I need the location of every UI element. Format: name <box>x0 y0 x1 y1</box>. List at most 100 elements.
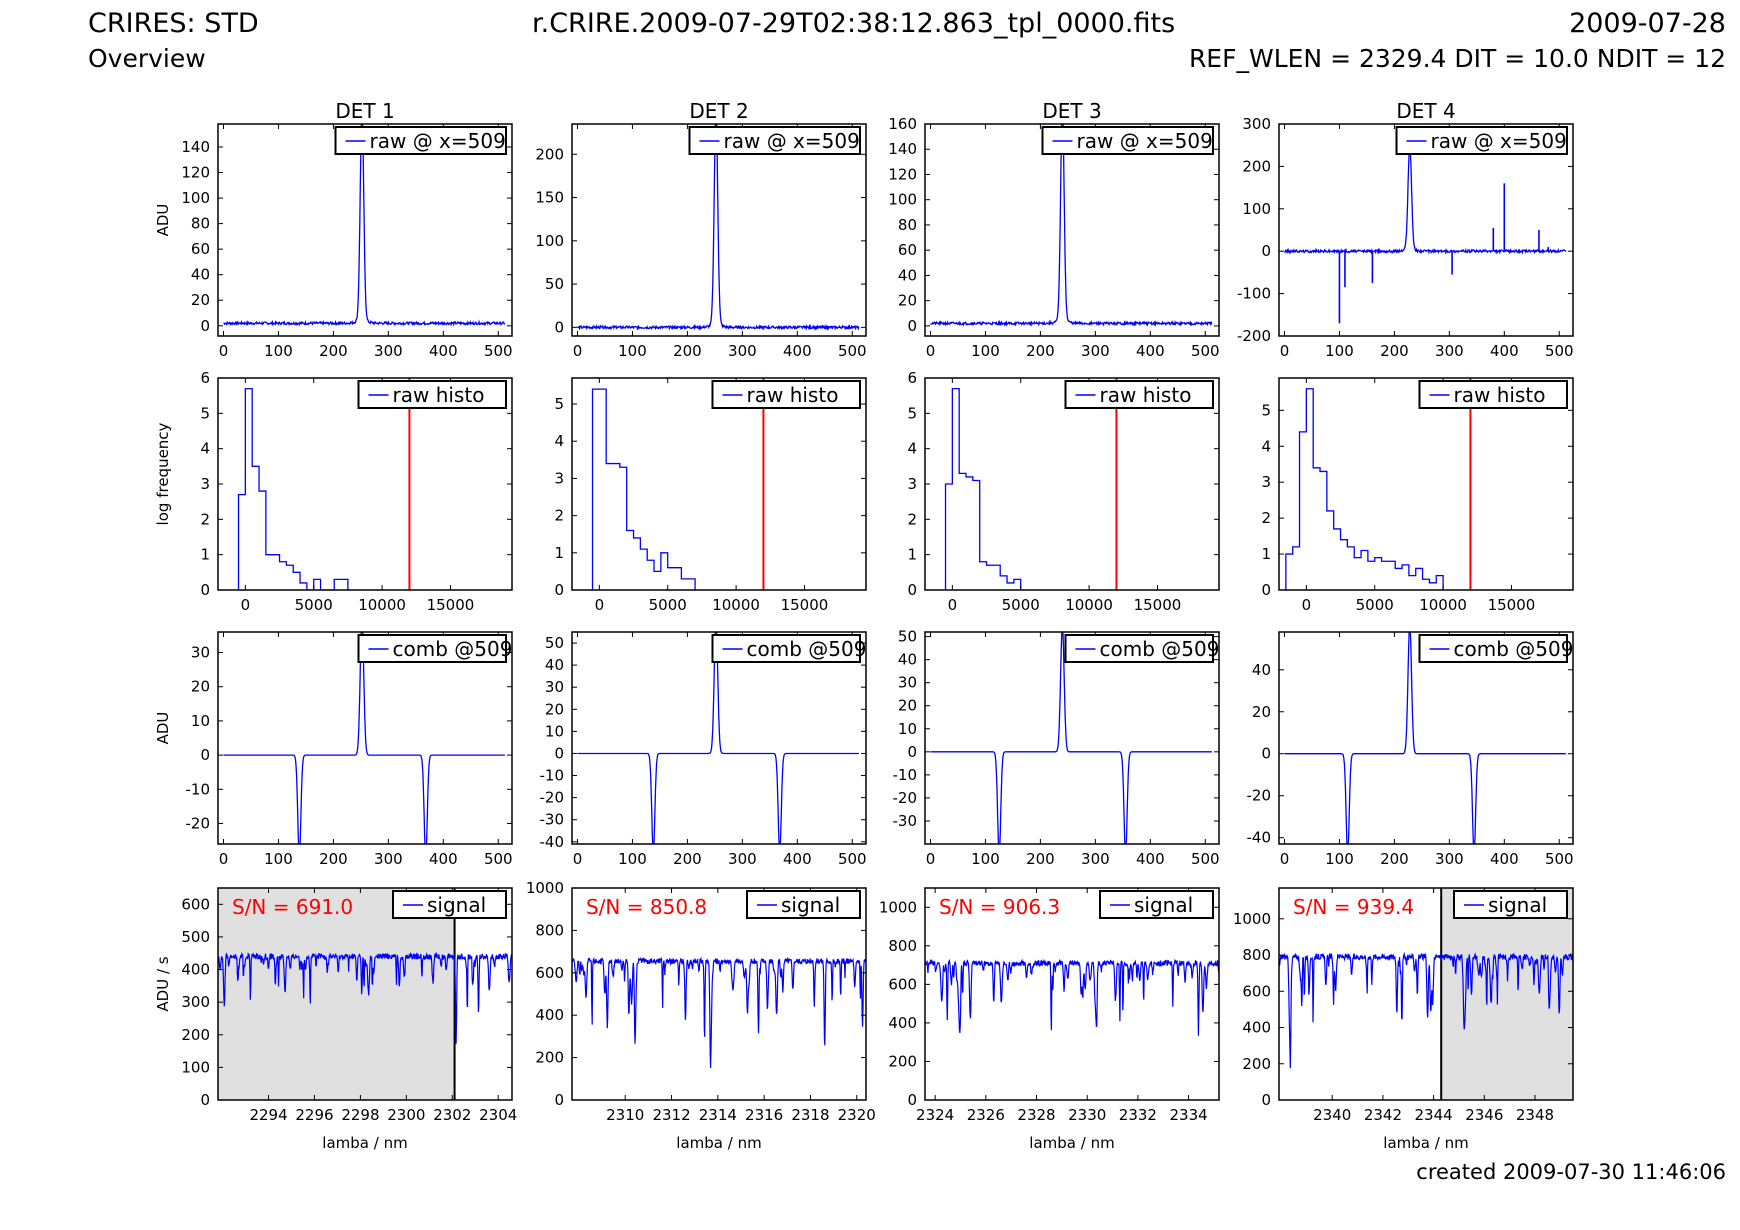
histogram-steps <box>591 388 696 590</box>
y-tick-label: 600 <box>888 975 917 993</box>
y-tick-label: -40 <box>1247 829 1272 847</box>
panel-comb-det4: 0 100 200 300 400 500 -40 -20 0 20 40 comb @509 <box>1247 631 1574 868</box>
raw-series-line <box>1284 145 1567 255</box>
panel-raw-det1: 0 100 200 300 400 500 0 20 40 60 80 100 120 140 raw @ … <box>181 99 513 360</box>
x-axis-label: lamba / nm <box>676 1134 761 1152</box>
x-tick-label: 2332 <box>1119 1106 1157 1124</box>
panel-signal-det1: S/N = 691.0 2294 2296 2298 2300 2302 2304 0 100 2… <box>181 887 517 1152</box>
x-tick-label: 200 <box>1026 342 1055 360</box>
legend-label: raw @ x=509 <box>724 129 860 153</box>
y-tick-label: -30 <box>540 811 565 829</box>
axes-frame <box>924 377 1220 591</box>
x-tick-label: 2346 <box>1465 1106 1503 1124</box>
axes-frame <box>571 887 867 1101</box>
panel-raw-det3: 0 100 200 300 400 500 0 20 40 60 80 100 120 140 160 raw… <box>888 99 1220 360</box>
y-tick-label: 10 <box>545 722 564 740</box>
x-tick-label: 2312 <box>652 1106 690 1124</box>
x-tick-label: 200 <box>1380 850 1409 868</box>
panel-histo-det1: 0 5000 10000 15000 0 1 2 3 4 5 6 raw histo <box>200 369 513 614</box>
x-tick-label: 10000 <box>1065 596 1113 614</box>
plot-area <box>1279 888 1573 1100</box>
y-tick-label: 4 <box>907 440 917 458</box>
comb-series-line <box>930 632 1212 844</box>
shaded-region <box>1441 888 1573 1100</box>
y-tick-label: 50 <box>545 275 564 293</box>
x-tick-label: 2348 <box>1516 1106 1554 1124</box>
signal-to-noise-label: S/N = 850.8 <box>586 895 707 919</box>
x-tick-label: 500 <box>484 850 513 868</box>
y-tick-label: 3 <box>1261 473 1271 491</box>
detector-title: DET 4 <box>1396 99 1455 123</box>
y-tick-label: 20 <box>545 700 564 718</box>
plot-area <box>930 124 1213 327</box>
y-tick-label: 600 <box>1242 982 1271 1000</box>
y-tick-label: 4 <box>554 432 564 450</box>
x-tick-label: 2318 <box>791 1106 829 1124</box>
y-tick-label: -20 <box>540 789 565 807</box>
plot-area <box>944 378 1118 590</box>
x-tick-label: 300 <box>374 342 403 360</box>
signal-spectrum-line <box>925 958 1219 1036</box>
y-tick-label: 10 <box>191 712 210 730</box>
detector-title: DET 1 <box>335 99 394 123</box>
x-tick-label: 15000 <box>1488 596 1536 614</box>
y-tick-label: 1000 <box>526 879 564 897</box>
y-tick-label: 200 <box>535 145 564 163</box>
y-tick-label: 4 <box>200 440 210 458</box>
x-tick-label: 10000 <box>358 596 406 614</box>
x-tick-label: 100 <box>971 342 1000 360</box>
x-tick-label: 0 <box>219 850 229 868</box>
axes-frame <box>217 631 513 845</box>
x-tick-label: 2342 <box>1364 1106 1402 1124</box>
y-tick-label: 400 <box>1242 1019 1271 1037</box>
y-tick-label: 5 <box>554 395 564 413</box>
y-tick-label: 40 <box>191 266 210 284</box>
x-tick-label: 500 <box>1191 342 1220 360</box>
x-tick-label: 5000 <box>295 596 333 614</box>
x-tick-label: 500 <box>484 342 513 360</box>
y-tick-label: 100 <box>181 189 210 207</box>
x-tick-label: 200 <box>673 850 702 868</box>
y-tick-label: -40 <box>540 833 565 851</box>
plot-area <box>1285 378 1472 590</box>
report-subtitle: Overview <box>88 44 206 73</box>
x-tick-label: 200 <box>1380 342 1409 360</box>
y-tick-label: -10 <box>893 766 918 784</box>
comb-series-line <box>577 632 859 844</box>
y-tick-label: 50 <box>545 634 564 652</box>
panel-histo-det2: 0 5000 10000 15000 0 1 2 3 4 5 raw histo <box>554 377 867 614</box>
y-tick-label: 1 <box>554 544 564 562</box>
y-tick-label: 600 <box>535 964 564 982</box>
y-axis-label: ADU <box>154 204 172 237</box>
y-tick-label: 140 <box>181 138 210 156</box>
legend-label: comb @509 <box>747 637 867 661</box>
x-tick-label: 0 <box>595 596 605 614</box>
legend-label: raw @ x=509 <box>370 129 506 153</box>
y-tick-label: 40 <box>545 656 564 674</box>
y-tick-label: 200 <box>535 1049 564 1067</box>
y-tick-label: 50 <box>898 628 917 646</box>
y-tick-label: 0 <box>200 746 210 764</box>
x-tick-label: 400 <box>1136 850 1165 868</box>
x-tick-label: 2304 <box>479 1106 517 1124</box>
y-tick-label: 2 <box>200 510 210 528</box>
panel-raw-det2: 0 100 200 300 400 500 0 50 100 150 200 raw @ x=509 D… <box>535 99 867 360</box>
x-tick-label: 10000 <box>712 596 760 614</box>
histogram-steps <box>944 387 1022 590</box>
panel-signal-det3: S/N = 906.3 2324 2326 2328 2330 2332 2334 0 200 4… <box>879 887 1220 1152</box>
panel-comb-det2: 0 100 200 300 400 500 -40 -30 -20 -10 0 10 20 30 40 50 c… <box>540 631 867 868</box>
x-tick-label: 2326 <box>967 1106 1005 1124</box>
comb-series-line <box>223 632 505 844</box>
signal-to-noise-label: S/N = 906.3 <box>939 895 1060 919</box>
y-tick-label: 200 <box>1242 157 1271 175</box>
x-tick-label: 300 <box>728 342 757 360</box>
y-tick-label: 400 <box>181 961 210 979</box>
x-tick-label: 200 <box>1026 850 1055 868</box>
y-tick-label: 5 <box>1261 401 1271 419</box>
y-tick-label: 200 <box>181 1026 210 1044</box>
x-tick-label: 2316 <box>745 1106 783 1124</box>
x-tick-label: 2320 <box>838 1106 876 1124</box>
panel-signal-det2: S/N = 850.8 2310 2312 2314 2316 2318 2320 0 200 4… <box>526 879 876 1152</box>
x-tick-label: 400 <box>1490 342 1519 360</box>
